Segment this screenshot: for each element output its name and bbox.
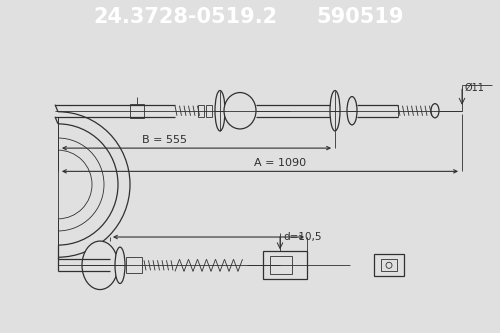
Ellipse shape	[330, 91, 340, 131]
Text: A = 1090: A = 1090	[254, 158, 306, 168]
Ellipse shape	[347, 97, 357, 125]
Text: B = 555: B = 555	[142, 135, 188, 145]
Bar	[206, 105, 212, 117]
Text: Ø11: Ø11	[465, 83, 485, 93]
Bar	[374, 254, 404, 276]
Text: 590519: 590519	[316, 7, 404, 28]
Bar	[263, 251, 307, 279]
Bar	[126, 257, 142, 273]
Ellipse shape	[431, 104, 439, 118]
Bar	[130, 104, 144, 118]
Circle shape	[386, 262, 392, 268]
Text: d=10,5: d=10,5	[283, 232, 322, 242]
Bar	[198, 105, 204, 117]
Ellipse shape	[115, 247, 125, 283]
Ellipse shape	[215, 91, 225, 131]
Bar	[381, 259, 397, 271]
Text: 24.3728-0519.2: 24.3728-0519.2	[93, 7, 277, 28]
Ellipse shape	[224, 93, 256, 129]
Ellipse shape	[82, 241, 118, 290]
Bar	[270, 256, 292, 274]
